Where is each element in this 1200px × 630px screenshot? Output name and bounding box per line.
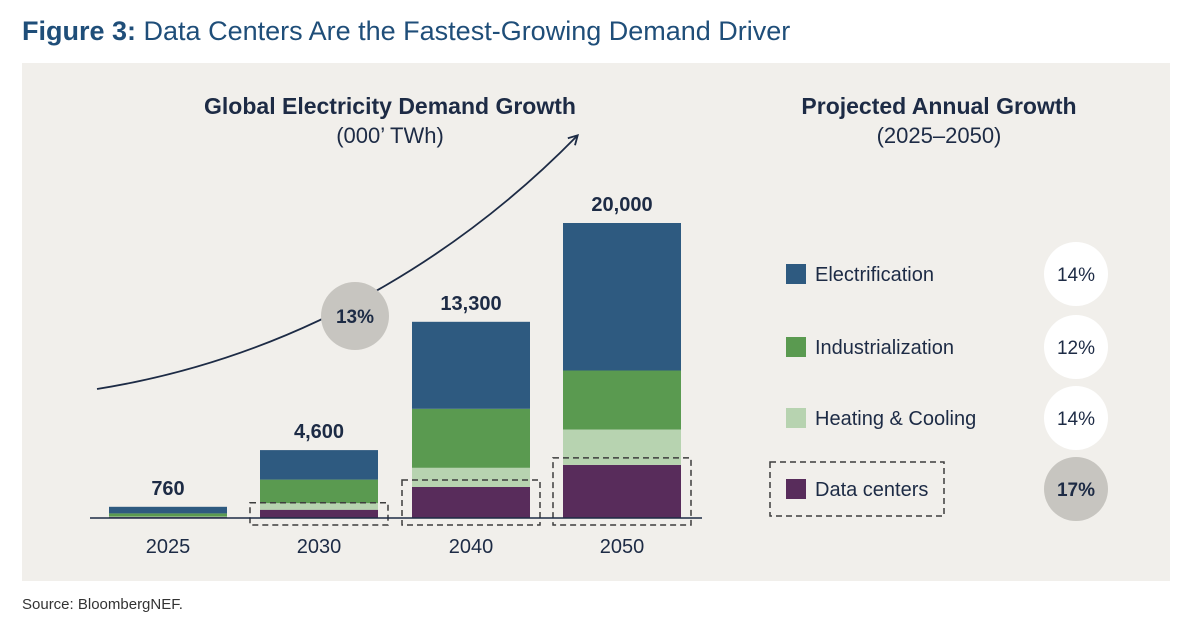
bar-2030-data-centers	[260, 509, 378, 518]
growth-circle-electrification	[1044, 242, 1108, 306]
growth-circle-industrialization	[1044, 315, 1108, 379]
source-note: Source: BloombergNEF.	[22, 596, 183, 613]
bar-2025-industrialization	[109, 513, 227, 517]
right-panel-title: Projected Annual Growth	[801, 93, 1076, 119]
x-tick-label-2030: 2030	[297, 536, 342, 558]
growth-circle-heating-and-cooling	[1044, 386, 1108, 450]
x-tick-label-2050: 2050	[600, 536, 645, 558]
bar-2025-electrification	[109, 506, 227, 514]
legend-label-electrification: Electrification	[815, 264, 934, 286]
legend-swatch-data-centers	[786, 479, 806, 499]
x-tick-label-2025: 2025	[146, 536, 191, 558]
growth-value-heating-and-cooling: 14%	[1057, 409, 1095, 430]
growth-value-industrialization: 12%	[1057, 338, 1095, 359]
legend-label-industrialization: Industrialization	[815, 337, 954, 359]
figure-title-text: Data Centers Are the Fastest-Growing Dem…	[143, 16, 791, 46]
legend-label-heating-and-cooling: Heating & Cooling	[815, 408, 976, 430]
legend-highlight-box-data-centers	[769, 461, 945, 517]
bar-2050-industrialization	[563, 370, 681, 430]
bar-2050-heating-and-cooling	[563, 429, 681, 465]
bar-2040-industrialization	[412, 408, 530, 468]
bar-2050-electrification	[563, 223, 681, 371]
growth-rate-circle	[321, 282, 389, 350]
bar-total-label-2040: 13,300	[440, 293, 501, 315]
x-tick-label-2040: 2040	[449, 536, 494, 558]
bars-layer: 760 2025 4,600 2030 13,300 2040 20,000 2050	[109, 194, 692, 558]
legend-swatch-electrification	[786, 264, 806, 284]
legend-label-data-centers: Data centers	[815, 479, 928, 501]
right-panel-subtitle: (2025–2050)	[877, 123, 1002, 148]
growth-value-electrification: 14%	[1057, 265, 1095, 286]
figure-number: Figure 3:	[22, 16, 137, 46]
growth-rate-label: 13%	[336, 307, 374, 328]
bar-2040-heating-and-cooling	[412, 467, 530, 487]
bar-2030-heating-and-cooling	[260, 503, 378, 510]
growth-curve-arrow	[96, 133, 579, 390]
bar-total-label-2025: 760	[151, 478, 184, 500]
growth-value-data-centers: 17%	[1057, 480, 1095, 501]
bar-total-label-2030: 4,600	[294, 421, 344, 443]
bar-total-label-2050: 20,000	[591, 194, 652, 216]
chart-title: Global Electricity Demand Growth	[204, 93, 576, 119]
bar-2030-electrification	[260, 450, 378, 480]
bar-2040-data-centers	[412, 487, 530, 518]
chart-svg: Global Electricity Demand Growth (000’ T…	[90, 93, 1108, 558]
bar-2030-industrialization	[260, 479, 378, 504]
highlight-box-2040	[401, 479, 541, 526]
bar-2040-electrification	[412, 321, 530, 409]
growth-circle-data-centers	[1044, 457, 1108, 521]
figure-title: Figure 3: Data Centers Are the Fastest-G…	[22, 16, 790, 47]
growth-legend: Electrification 14% Industrialization 12% He…	[769, 242, 1108, 521]
bar-2050-data-centers	[563, 464, 681, 518]
highlight-box-2050	[552, 457, 692, 526]
bar-2025-heating-and-cooling	[109, 516, 227, 518]
chart-panel: Global Electricity Demand Growth (000’ T…	[22, 63, 1170, 581]
legend-swatch-industrialization	[786, 337, 806, 357]
legend-swatch-heating-and-cooling	[786, 408, 806, 428]
chart-subtitle: (000’ TWh)	[336, 123, 444, 148]
